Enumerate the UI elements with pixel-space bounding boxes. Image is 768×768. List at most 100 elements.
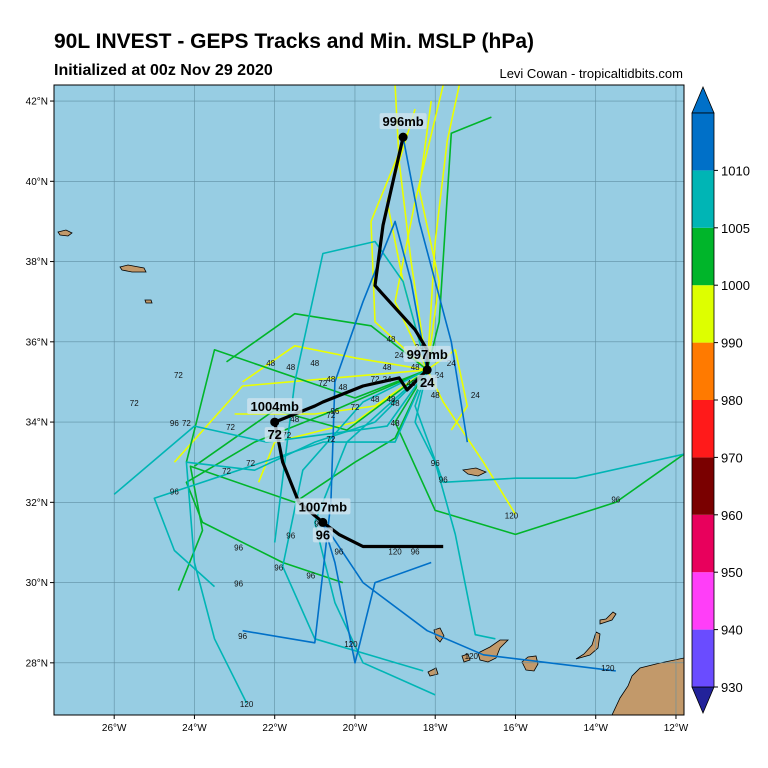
hour-label: 96 <box>306 572 315 581</box>
pressure-label-box <box>379 113 427 130</box>
mean-track-point <box>398 132 408 142</box>
pressure-label: 996mb <box>383 114 424 129</box>
pressure-colorbar: 930 940 950 960 970 980 990 1000 1005 1010 <box>691 85 750 715</box>
member-track-line <box>313 369 436 696</box>
member-track-line <box>193 369 428 467</box>
x-tick-label: 24°W <box>182 723 207 734</box>
hour-label: 96 <box>286 531 295 540</box>
landmasses <box>57 229 684 715</box>
member-track-line <box>281 369 428 672</box>
mean-track-point <box>318 517 328 527</box>
colorbar-label: 1005 <box>721 221 750 236</box>
colorbar-over-arrow <box>691 85 715 114</box>
hour-label: 24 <box>395 351 404 360</box>
y-tick-label: 30°N <box>26 578 48 589</box>
colorbar-segment <box>692 457 714 515</box>
hour-label: 120 <box>465 652 479 661</box>
member-track-line <box>173 369 428 463</box>
member-track-line <box>394 85 444 371</box>
member-track-line <box>322 521 616 672</box>
hour-label: 96 <box>439 475 448 484</box>
hour-label: 48 <box>266 359 275 368</box>
x-tick-label: 16°W <box>503 723 528 734</box>
tenerife-island <box>477 639 509 663</box>
plot-frame <box>53 84 685 716</box>
member-track-line <box>177 369 428 591</box>
x-tick-label: 14°W <box>583 723 608 734</box>
member-track-line <box>113 369 428 495</box>
credit-label: Levi Cowan - tropicaltidbits.com <box>499 66 683 81</box>
lat-lon-grid <box>54 85 684 715</box>
member-track-line <box>426 85 461 370</box>
colorbar-segment <box>692 629 714 687</box>
hour-label: 48 <box>310 359 319 368</box>
colorbar-segment <box>692 342 714 400</box>
y-tick-label: 40°N <box>26 177 48 188</box>
y-tick-label: 38°N <box>26 257 48 268</box>
hour-label: 48 <box>326 375 335 384</box>
hour-label: 96 <box>170 487 179 496</box>
colorbar-label: 950 <box>721 565 743 580</box>
hour-label: 96 <box>238 632 247 641</box>
hour-label: 72 <box>182 419 191 428</box>
hour-label: 48 <box>286 363 295 372</box>
hour-label: 96 <box>274 564 283 573</box>
hour-label: 96 <box>170 419 179 428</box>
init-time-subtitle: Initialized at 00z Nov 29 2020 <box>54 62 273 79</box>
member-track-line <box>402 137 469 443</box>
pressure-label: 997mb <box>407 347 448 362</box>
colorbar-segment <box>692 113 714 171</box>
madeira-island <box>462 467 487 477</box>
hour-label: 72 <box>246 459 255 468</box>
gomera-island <box>461 653 471 663</box>
ocean-background <box>54 85 684 715</box>
colorbar-label: 960 <box>721 508 743 523</box>
hour-label: 72 <box>226 423 235 432</box>
hour-label: 72 <box>351 403 360 412</box>
colorbar-segment <box>692 400 714 458</box>
chart-title: 90L INVEST - GEPS Tracks and Min. MSLP (… <box>54 30 535 53</box>
hour-label: 24 <box>435 371 444 380</box>
member-track-line <box>414 369 684 484</box>
hour-label-box <box>264 427 285 443</box>
azores-central-island <box>119 264 147 273</box>
hour-label: 72 <box>222 467 231 476</box>
member-track-line <box>153 369 428 588</box>
colorbar-label: 980 <box>721 393 743 408</box>
x-tick-label: 12°W <box>664 723 689 734</box>
hour-label: 96 <box>431 459 440 468</box>
hour-label: 48 <box>411 363 420 372</box>
pressure-label-box <box>403 345 451 362</box>
hour-label: 48 <box>387 335 396 344</box>
hour-label: 72 <box>326 435 335 444</box>
plot-area: 4824244848484848242472724848722448448247… <box>54 85 684 715</box>
fuerteventura-island <box>575 631 601 660</box>
colorbar-segment <box>692 227 714 286</box>
hour-label: 48 <box>290 415 299 424</box>
colorbar-segment <box>692 285 714 343</box>
member-track-line <box>185 369 428 584</box>
mean-track-point <box>422 365 432 375</box>
x-tick-label: 26°W <box>102 723 127 734</box>
colorbar-segment <box>692 514 714 573</box>
mean-hour-label: 96 <box>316 527 330 542</box>
y-tick-label: 34°N <box>26 418 48 429</box>
hour-label: 24 <box>471 391 480 400</box>
mean-hour-label: 72 <box>267 427 281 442</box>
member-track-line <box>185 348 428 463</box>
x-tick-label: 18°W <box>423 723 448 734</box>
hour-label: 96 <box>611 495 620 504</box>
mean-track-point <box>270 417 280 427</box>
member-track-line <box>394 369 684 536</box>
hour-label: 24 <box>383 375 392 384</box>
hour-label: 120 <box>240 700 254 709</box>
latitude-tick-labels: 28°N 30°N 32°N 34°N 36°N 38°N 40°N 42°N <box>26 97 54 669</box>
member-track-line <box>242 220 428 644</box>
longitude-tick-labels: 26°W 24°W 22°W 20°W 18°W 16°W 14°W 12°W <box>102 715 689 734</box>
mean-hour-label: 24 <box>420 375 435 390</box>
colorbar-label: 970 <box>721 450 743 465</box>
azores-santa-maria-island <box>144 299 153 304</box>
hour-label: 120 <box>388 547 402 556</box>
